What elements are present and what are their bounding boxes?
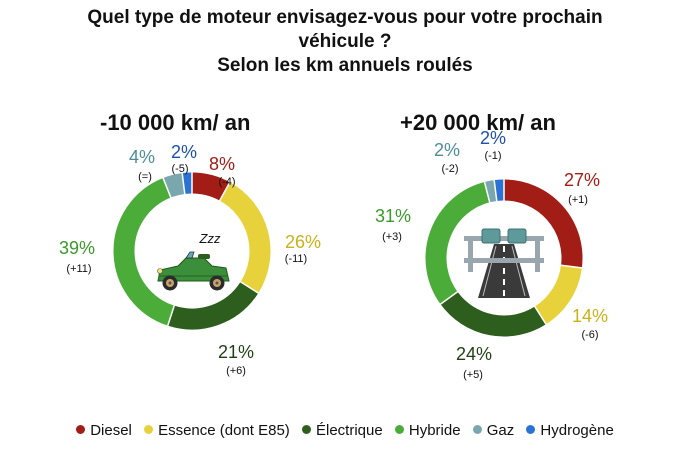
title-line-2: véhicule ? (298, 31, 392, 52)
change-label-hydrogene: (-1) (484, 150, 501, 162)
value-label-essence: 26% (285, 232, 321, 252)
legend-swatch-essence (144, 425, 154, 434)
slice-essence (219, 182, 271, 294)
slice-diesel (503, 179, 583, 268)
legend-swatch-hydrogene (526, 425, 536, 434)
slice-separator (162, 176, 172, 199)
legend-item-diesel: Diesel (76, 422, 132, 439)
vintage-car-icon (157, 251, 230, 291)
right-chart-subtitle: +20 000 km/ an (400, 110, 556, 135)
highway-icon (464, 228, 544, 298)
slice-separator (493, 179, 498, 203)
slice-gaz (163, 173, 186, 198)
title-line-3: Selon les km annuels roulés (217, 55, 473, 76)
value-label-hybride: 39% (59, 238, 95, 258)
title-line-1: Quel type de moteur envisagez-vous pour … (87, 7, 603, 28)
slice-separator (218, 180, 231, 202)
slice-separator (239, 280, 260, 295)
change-label-electrique: (+6) (226, 365, 246, 377)
legend-swatch-gaz (472, 425, 482, 434)
value-label-gaz: 2% (434, 140, 460, 160)
change-label-hybride: (+3) (382, 231, 402, 243)
value-label-electrique: 24% (456, 344, 492, 364)
value-label-hybride: 31% (375, 206, 411, 226)
change-label-diesel: (+1) (568, 194, 588, 206)
slice-diesel (191, 172, 230, 201)
legend-swatch-diesel (76, 425, 86, 434)
value-label-hydrogene: 2% (171, 142, 197, 162)
legend-item-gaz: Gaz (472, 422, 514, 439)
change-label-hybride: (+11) (66, 263, 91, 275)
legend-swatch-electrique (301, 425, 311, 434)
legend-item-hybride: Hybride (394, 422, 461, 439)
slice-separator (181, 172, 186, 196)
change-label-essence: (-11) (285, 253, 307, 265)
change-label-essence: (-6) (581, 329, 598, 341)
value-label-hydrogene: 2% (480, 128, 506, 148)
donut-chart-2: 27% (+1) 14% (-6) 24% (+5) 31% (+3) 2% (-2) 2% (-1) (375, 128, 608, 381)
zzz-label: Zzz (199, 231, 221, 246)
slice-essence (534, 264, 582, 325)
left-chart-subtitle: -10 000 km/ an (100, 110, 251, 135)
slice-separator (166, 304, 176, 327)
slice-hybride (425, 181, 491, 305)
legend-item-hydrogene: Hydrogène (526, 422, 614, 439)
legend-item-essence: Essence (dont E85) (144, 422, 290, 439)
value-label-gaz: 4% (129, 147, 155, 167)
slice-separator (559, 264, 583, 269)
slice-hybride (113, 178, 175, 326)
value-label-electrique: 21% (218, 342, 254, 362)
legend: Diesel Essence (dont E85) Électrique Hyb… (0, 422, 690, 439)
slice-separator (439, 290, 459, 306)
slice-separator (483, 180, 491, 204)
value-label-essence: 14% (572, 306, 608, 326)
slice-electrique (440, 291, 547, 337)
slice-electrique (167, 281, 259, 330)
value-label-diesel: 27% (564, 170, 600, 190)
change-label-hydrogene: (-5) (171, 163, 188, 175)
slice-hydrogene (182, 172, 193, 194)
slice-gaz (484, 180, 497, 203)
change-label-diesel: (-4) (218, 176, 235, 188)
slice-hydrogene (494, 179, 505, 201)
donut-chart-1: 8% (-4) 26%(-11) 21% (+6) 39% (+11) 4% (=) 2%(-5) (59, 142, 321, 377)
legend-swatch-hybride (394, 425, 404, 434)
change-label-gaz: (-2) (441, 163, 458, 175)
chart-title: Quel type de moteur envisagez-vous pour … (0, 6, 690, 78)
change-label-gaz: (=) (138, 171, 152, 183)
value-label-diesel: 8% (209, 154, 235, 174)
change-label-electrique: (+5) (463, 369, 483, 381)
slice-separator (533, 305, 548, 326)
legend-item-electrique: Électrique (301, 422, 383, 439)
